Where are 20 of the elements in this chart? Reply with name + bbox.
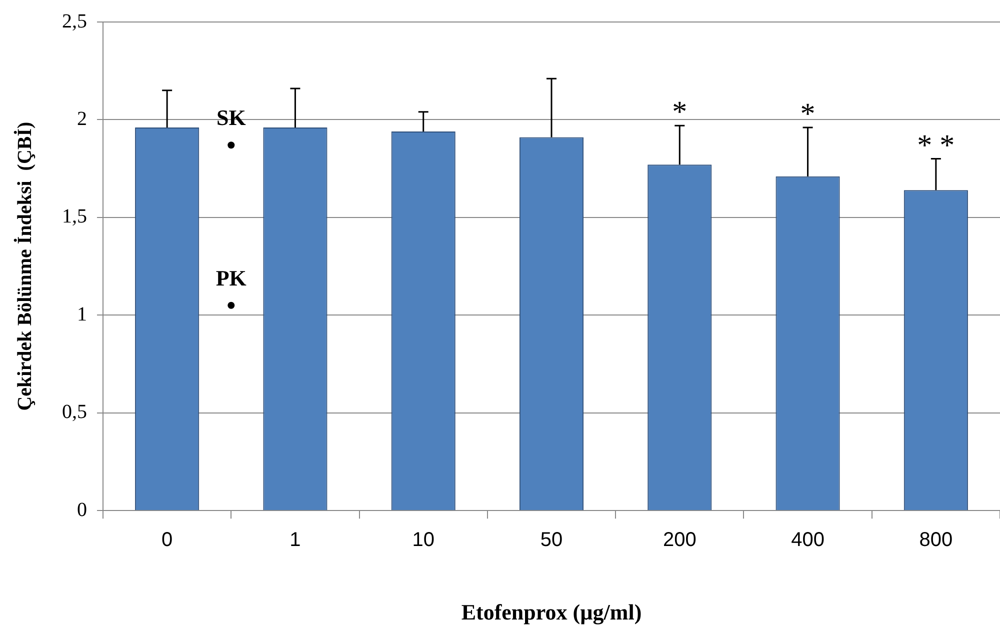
- y-tick-label: 2,5: [62, 10, 87, 32]
- x-axis-title: Etofenprox (µg/ml): [461, 599, 642, 624]
- annotation: SK: [216, 105, 246, 130]
- data-label: *: [800, 98, 816, 131]
- data-label: *: [672, 96, 688, 129]
- x-tick-label: 0: [162, 529, 173, 552]
- x-tick-label: 400: [791, 529, 824, 552]
- y-tick-label: 2: [77, 108, 87, 130]
- y-tick-label: 1: [77, 303, 87, 326]
- annotation: PK: [216, 265, 246, 290]
- x-tick-label: 200: [662, 529, 696, 552]
- y-axis-title: Çekirdek Bölünme İndeksi (ÇBİ): [13, 122, 36, 411]
- data-label: * *: [917, 128, 955, 162]
- y-tick-label: 1,5: [62, 206, 87, 228]
- x-tick-label: 50: [540, 529, 563, 552]
- y-tick-label: 0: [77, 498, 87, 521]
- x-tick-label: 10: [412, 529, 434, 552]
- x-tick-label: 800: [919, 529, 953, 552]
- x-tick-label: 1: [290, 529, 301, 552]
- y-tick-label: 0,5: [62, 401, 87, 424]
